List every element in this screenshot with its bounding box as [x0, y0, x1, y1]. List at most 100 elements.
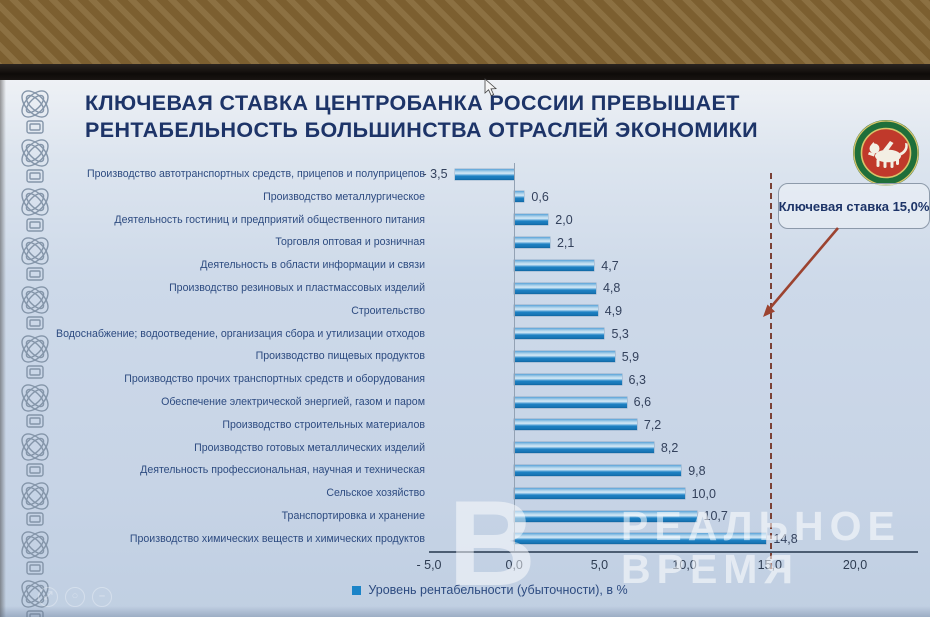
category-label: Транспортировка и хранение — [281, 509, 425, 522]
value-label: 0,6 — [531, 190, 549, 205]
chart-row: Строительство 4,9 — [85, 300, 918, 323]
chart-row: Производство автотранспортных средств, п… — [85, 163, 918, 186]
category-label: Сельское хозяйство — [326, 487, 425, 500]
viewer-controls: ⤢ ○ – — [38, 587, 112, 607]
chart-row: Водоснабжение; водоотведение, организаци… — [56, 323, 918, 346]
value-label: 14,8 — [773, 532, 798, 547]
plot-cell: 8,2 — [429, 437, 918, 460]
value-label: 10,0 — [691, 486, 716, 501]
chart-bar — [514, 259, 595, 271]
category-label: Производство готовых металлических издел… — [194, 441, 425, 454]
zoom-out-icon: – — [92, 587, 112, 607]
category-label: Производство прочих транспортных средств… — [124, 373, 425, 386]
plot-cell: 10,7 — [429, 505, 918, 528]
plot-cell: 2,0 — [429, 209, 918, 232]
screen-left-edge — [0, 80, 6, 617]
chart-row: Производство резиновых и пластмассовых и… — [85, 277, 918, 300]
watermark-logo-letter: В — [448, 475, 537, 611]
slide-title-line2: РЕНТАБЕЛЬНОСТЬ БОЛЬШИНСТВА ОТРАСЛЕЙ ЭКОН… — [85, 118, 758, 142]
chart-row: Торговля оптовая и розничная 2,1 — [85, 231, 918, 254]
chart-row: Деятельность гостиниц и предприятий обще… — [85, 209, 918, 232]
category-label: Водоснабжение; водоотведение, организаци… — [56, 327, 425, 340]
category-label: Деятельность профессиональная, научная и… — [140, 464, 425, 477]
chart-row: Обеспечение электрической энергией, газо… — [85, 391, 918, 414]
plot-cell: 14,8 — [429, 528, 918, 551]
plot-cell: 5,3 — [429, 323, 918, 346]
value-label: 8,2 — [660, 440, 679, 455]
x-axis-ticks: - 5,0 0,0 5,0 10,0 15,0 20,0 — [416, 558, 918, 576]
category-label: Производство строительных материалов — [222, 418, 425, 431]
chart-bar — [514, 510, 697, 522]
chart-bar — [514, 465, 682, 477]
chart-bar — [514, 328, 605, 340]
plot-cell: 5,9 — [429, 345, 918, 368]
plot-cell: 6,3 — [429, 368, 918, 391]
x-tick-label: 5,0 — [590, 558, 609, 572]
chart-row: Производство металлургическое 0,6 — [85, 186, 918, 209]
x-tick-label: 0,0 — [505, 558, 523, 572]
plot-cell: 4,8 — [429, 277, 918, 300]
tatarstan-emblem-icon — [853, 120, 919, 186]
category-label: Строительство — [351, 304, 425, 317]
chart-bar — [514, 282, 596, 294]
category-label: Обеспечение электрической энергией, газо… — [161, 395, 425, 408]
search-icon: ○ — [65, 587, 85, 607]
key-rate-annotation-box: Ключевая ставка 15,0% — [778, 183, 930, 229]
ornament-border — [16, 85, 54, 617]
plot-cell: 7,2 — [429, 414, 918, 437]
chart-row: Производство химических веществ и химиче… — [85, 528, 918, 551]
value-label: 9,8 — [688, 463, 706, 478]
chart-bar — [514, 373, 622, 385]
chart-legend: Уровень рентабельности (убыточности), в … — [85, 583, 895, 597]
x-tick-label: - 5,0 — [416, 558, 442, 572]
x-tick-label: 15,0 — [757, 558, 782, 572]
chart-bar — [514, 237, 550, 249]
chart-row: Транспортировка и хранение 10,7 — [85, 505, 918, 528]
value-label: 2,0 — [555, 212, 573, 227]
chart-row: Производство готовых металлических издел… — [85, 437, 918, 460]
mouse-cursor-icon — [484, 78, 497, 97]
plot-cell: 6,6 — [429, 391, 918, 414]
watermark-text-line1: РЕАЛЬНОЕ — [621, 503, 901, 549]
chart-bar — [514, 487, 685, 499]
chart-row: Сельское хозяйство 10,0 — [85, 482, 918, 505]
chart-bar — [514, 191, 525, 203]
category-label: Деятельность в области информации и связ… — [200, 259, 425, 272]
x-axis-line — [429, 551, 918, 553]
chart-row: Производство строительных материалов 7,2 — [85, 414, 918, 437]
slide-title-line1: КЛЮЧЕВАЯ СТАВКА ЦЕНТРОБАНКА РОССИИ ПРЕВЫ… — [85, 91, 740, 115]
chart-bar — [514, 214, 549, 226]
plot-cell: 10,0 — [429, 482, 918, 505]
value-label: 2,1 — [556, 235, 575, 250]
x-tick-label: 10,0 — [672, 558, 697, 572]
chart-row: Деятельность профессиональная, научная и… — [85, 459, 918, 482]
chart-bar — [514, 396, 627, 408]
value-label: 10,7 — [703, 509, 728, 524]
category-label: Торговля оптовая и розничная — [275, 236, 425, 249]
x-tick-label: 20,0 — [842, 558, 868, 572]
chart-bar — [514, 351, 615, 363]
value-label: - 3,5 — [422, 167, 448, 182]
curtains-background — [0, 0, 930, 70]
value-label: 5,9 — [621, 349, 640, 364]
value-label: 4,7 — [601, 258, 619, 273]
category-label: Производство пищевых продуктов — [255, 350, 425, 363]
chart-bar — [514, 533, 767, 545]
plot-cell: 4,9 — [429, 300, 918, 323]
key-rate-arrow-icon — [763, 227, 839, 317]
plot-cell: - 3,5 — [423, 163, 918, 186]
plot-cell: 0,6 — [429, 186, 918, 209]
chart-row: Деятельность в области информации и связ… — [85, 254, 918, 277]
bar-chart: Производство автотранспортных средств, п… — [56, 163, 918, 551]
plot-cell: 2,1 — [429, 231, 918, 254]
chart-row: Производство пищевых продуктов 5,9 — [85, 345, 918, 368]
category-label: Производство химических веществ и химиче… — [129, 532, 425, 545]
chart-bar — [514, 442, 654, 454]
screen-bezel — [0, 64, 930, 82]
watermark-text-line2: ВРЕМЯ — [621, 546, 799, 592]
value-label: 6,6 — [633, 395, 652, 410]
legend-label: Уровень рентабельности (убыточности), в … — [368, 583, 628, 597]
category-label: Производство резиновых и пластмассовых и… — [169, 281, 425, 294]
category-label: Деятельность гостиниц и предприятий обще… — [114, 213, 425, 226]
